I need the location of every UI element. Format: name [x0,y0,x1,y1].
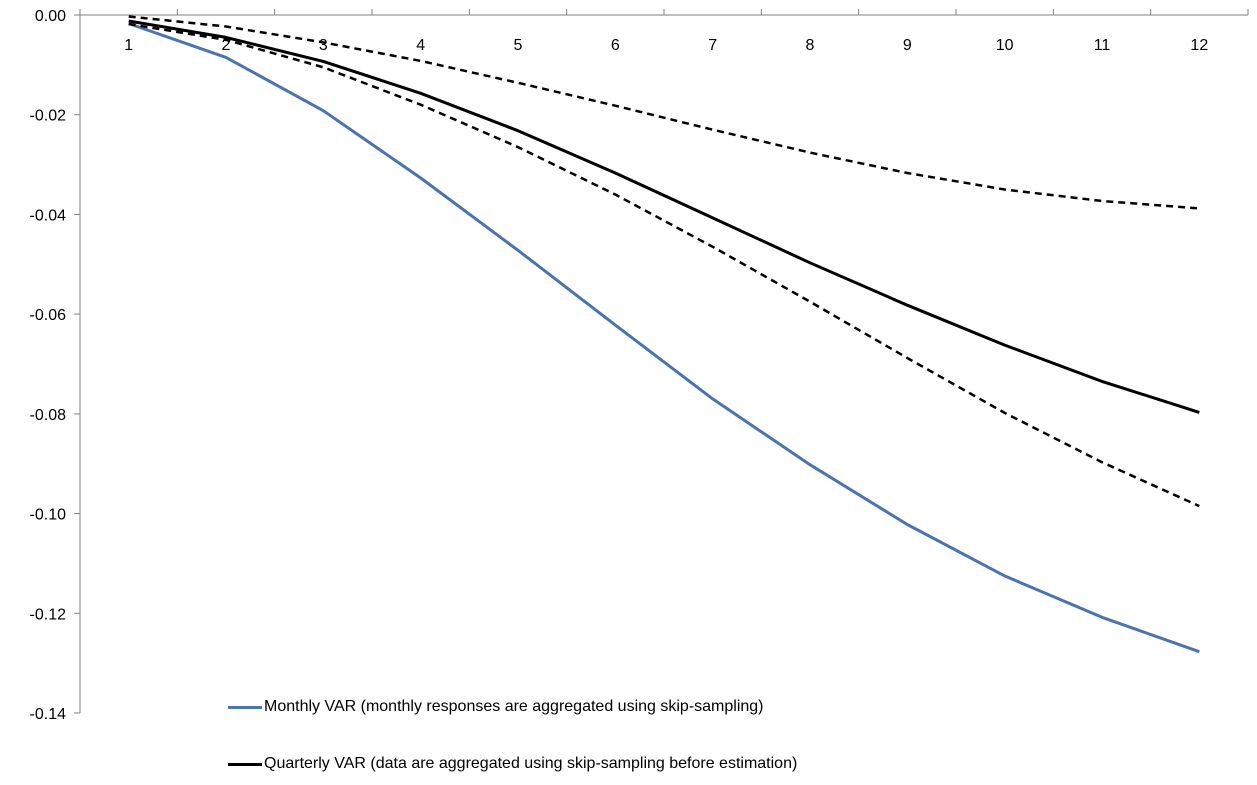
axes: 0.00 -0.02 -0.04 -0.06 -0.08 -0.10 -0.12 -0.14 1… [30,8,1249,723]
series-line-1 [128,19,1200,414]
series-line-2 [128,15,1200,210]
x-tick-label: 10 [996,37,1014,54]
legend-entry-quarterly: Quarterly VAR (data are aggregated using… [228,755,797,773]
series-line-3 [128,22,1200,508]
series-line-0 [128,22,1200,654]
y-tick-label: -0.08 [30,407,67,424]
x-tick-label: 6 [611,37,620,54]
y-tick-label: -0.12 [30,606,67,623]
x-tick-label: 2 [222,37,231,54]
legend-label-monthly: Monthly VAR (monthly responses are aggre… [264,698,764,715]
x-tick-label: 12 [1190,37,1208,54]
legend-swatch-monthly [228,705,262,709]
legend-swatch-quarterly [228,762,262,766]
x-tick-label: 8 [806,37,815,54]
y-tick-label: 0.00 [35,8,66,25]
legend-entry-monthly: Monthly VAR (monthly responses are aggre… [228,698,764,716]
y-tick-label: -0.06 [30,307,67,324]
x-tick-label: 3 [319,37,328,54]
x-tick-label: 7 [708,37,717,54]
x-tick-label: 5 [514,37,523,54]
y-tick-label: -0.14 [30,706,67,723]
series-lines [128,15,1200,654]
x-tick-label: 1 [124,37,133,54]
x-tick-label: 4 [416,37,425,54]
legend-label-quarterly: Quarterly VAR (data are aggregated using… [264,755,798,772]
y-tick-label: -0.10 [30,507,67,524]
x-tick-label: 11 [1094,37,1111,54]
y-tick-label: -0.02 [30,108,67,125]
x-tick-label: 9 [903,37,912,54]
y-tick-label: -0.04 [30,207,67,224]
